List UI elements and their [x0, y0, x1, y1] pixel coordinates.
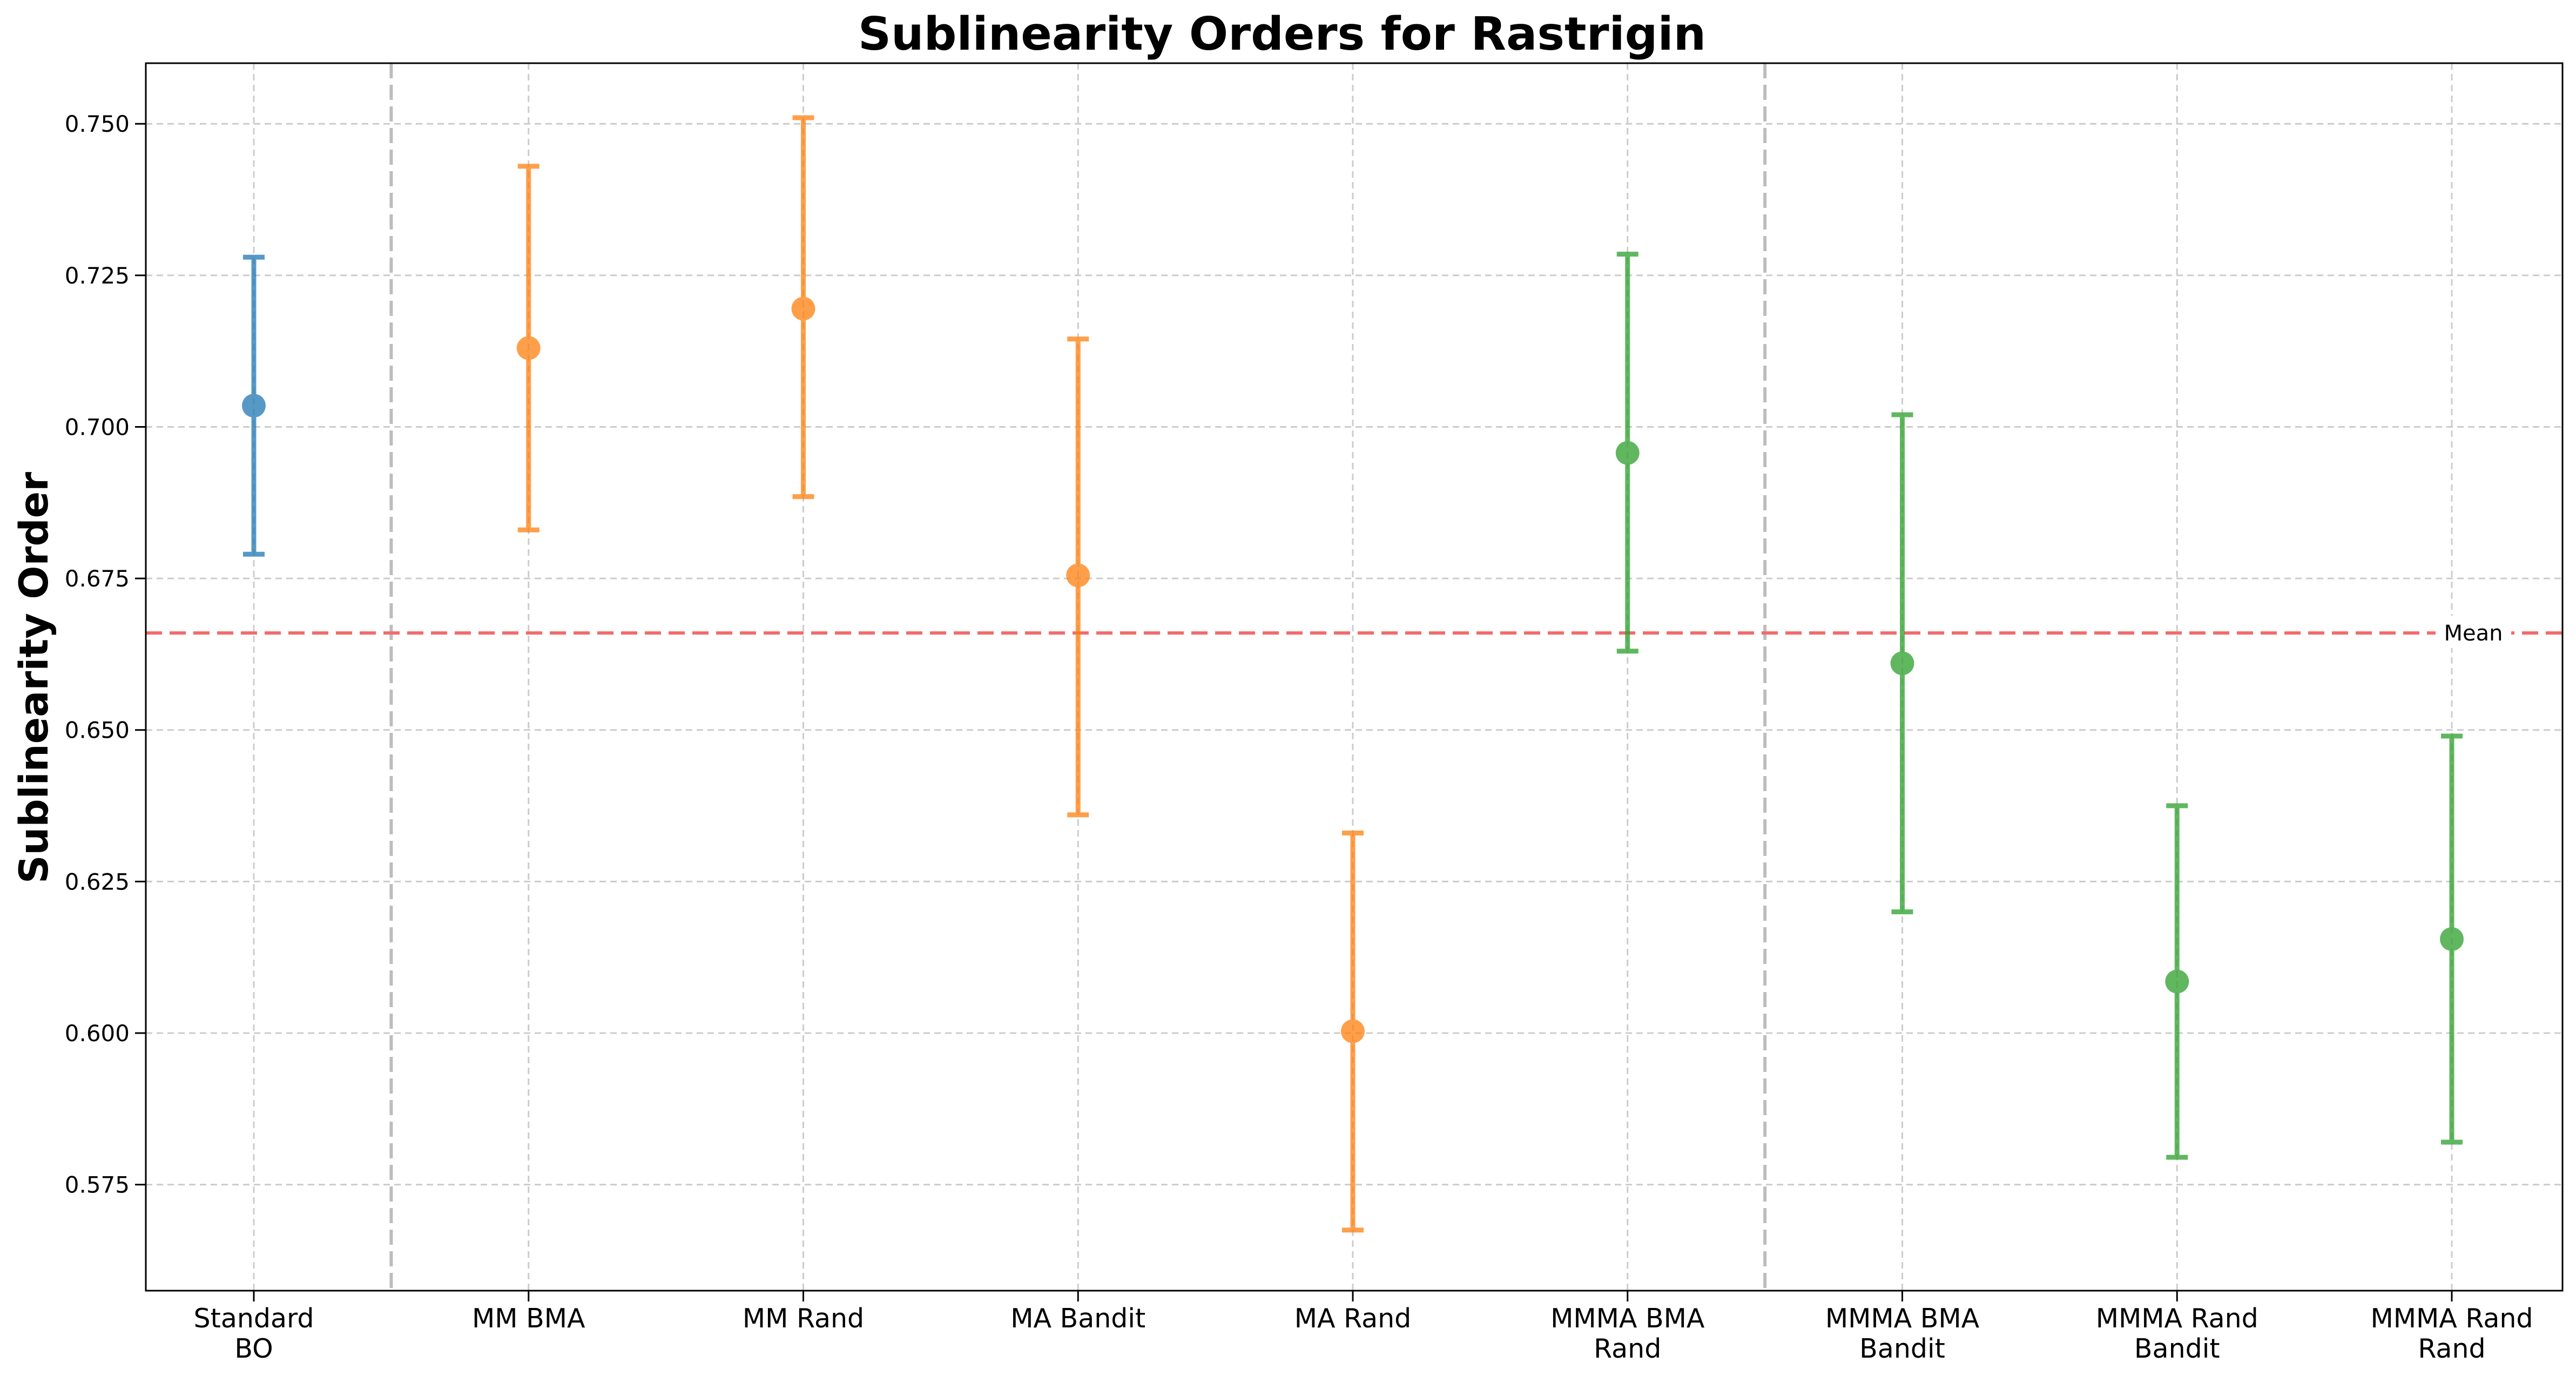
y-tick-label: 0.675 — [65, 565, 130, 592]
error-bar-group — [791, 115, 815, 500]
x-tick-label: MMMA BMA Bandit — [1825, 1303, 1980, 1364]
y-tick-label: 0.575 — [65, 1172, 130, 1198]
mean-label-background — [2436, 616, 2511, 649]
mean-label: Mean — [2444, 621, 2503, 646]
x-tick-label-line: Bandit — [1859, 1333, 1945, 1364]
x-tick-label: MA Bandit — [1010, 1303, 1145, 1334]
y-tick-label: 0.600 — [65, 1020, 130, 1047]
data-point — [1341, 1019, 1365, 1043]
x-tick-label-line: MMMA Rand — [2096, 1303, 2258, 1334]
data-point — [1066, 563, 1090, 588]
chart-title: Sublinearity Orders for Rastrigin — [858, 8, 1706, 61]
data-point — [791, 296, 815, 321]
mean-line-group: Mean — [146, 616, 2562, 649]
data-point — [1890, 651, 1914, 676]
x-tick-label-line: MMMA BMA — [1550, 1303, 1705, 1334]
y-tick-label: 0.625 — [65, 868, 130, 895]
error-bar-group — [1066, 336, 1090, 818]
x-tick-label-line: Rand — [1594, 1333, 1661, 1364]
x-tick-label-line: MA Rand — [1294, 1303, 1412, 1334]
x-tick-label-line: Bandit — [2134, 1333, 2220, 1364]
group-separators — [389, 63, 1767, 1291]
x-tick-label-line: Rand — [2418, 1333, 2485, 1364]
x-tick-label: MMMA Rand Rand — [2370, 1303, 2533, 1364]
x-ticks: Standard BO MM BMA MM Rand MA Bandit MA Rand M… — [194, 1291, 2533, 1364]
y-tick-label: 0.750 — [65, 111, 130, 137]
x-tick-label-line: Standard — [194, 1303, 314, 1334]
x-tick-label-line: BO — [234, 1333, 273, 1364]
x-tick-label: MMMA Rand Bandit — [2096, 1303, 2258, 1364]
error-bar-group — [516, 164, 541, 532]
x-tick-label: MM BMA — [472, 1303, 585, 1334]
x-tick-label-line: MMMA BMA — [1825, 1303, 1980, 1334]
x-tick-label: Standard BO — [194, 1303, 314, 1364]
y-tick-label: 0.700 — [65, 414, 130, 440]
data-point — [516, 336, 541, 360]
plot-frame — [145, 62, 2564, 1292]
x-tick-label-line: MMMA Rand — [2370, 1303, 2533, 1334]
y-tick-label: 0.650 — [65, 717, 130, 744]
grid — [146, 63, 2562, 1291]
data-point — [1615, 441, 1640, 465]
error-bars — [242, 115, 2464, 1233]
data-point — [242, 394, 266, 418]
x-tick-label: MMMA BMA Rand — [1550, 1303, 1705, 1364]
x-tick-label: MM Rand — [743, 1303, 864, 1334]
x-tick-label-line: MA Bandit — [1010, 1303, 1145, 1334]
error-bar-group — [1890, 412, 1914, 914]
data-point — [2165, 969, 2189, 994]
error-bar-group — [1341, 831, 1365, 1233]
x-tick-label-line: MM Rand — [743, 1303, 864, 1334]
y-tick-label: 0.725 — [65, 262, 130, 289]
y-ticks: 0.575 0.600 0.625 0.650 0.675 0.700 0.725 0.750 — [65, 111, 146, 1198]
data-point — [2440, 927, 2464, 951]
x-tick-label: MA Rand — [1294, 1303, 1412, 1334]
error-bar-group — [2165, 803, 2189, 1160]
x-tick-label-line: MM BMA — [472, 1303, 585, 1334]
error-bar-group — [1615, 252, 1640, 654]
error-bar-group — [2440, 733, 2464, 1145]
y-axis-label: Sublinearity Order — [11, 472, 57, 883]
error-bar-group — [242, 254, 266, 557]
